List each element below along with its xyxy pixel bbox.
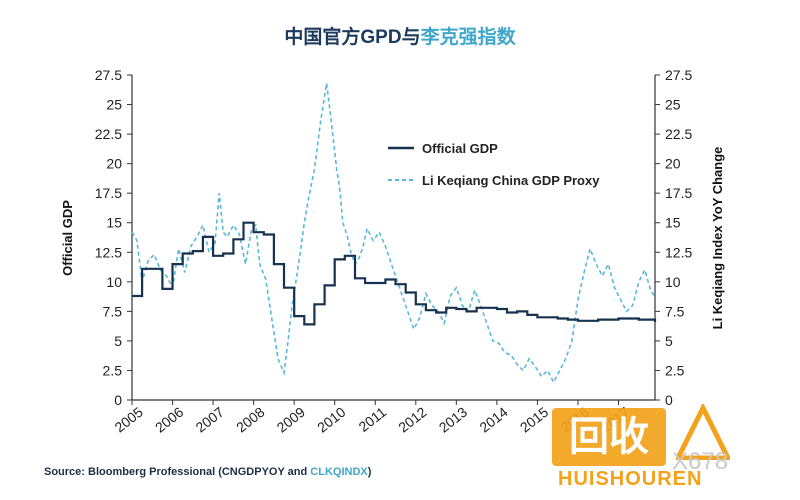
source-highlight: CLKQINDX (310, 466, 368, 478)
y-tick-label-right: 15 (665, 215, 681, 231)
y-tick-label-right: 10 (665, 274, 681, 290)
y-tick-label-right: 20 (665, 156, 681, 172)
x-tick-label: 2013 (436, 404, 471, 436)
legend-label-proxy: Li Keqiang China GDP Proxy (422, 173, 600, 188)
x-tick-label: 2014 (476, 404, 511, 436)
x-tick-label: 2008 (233, 404, 268, 436)
y-tick-label-left: 2.5 (103, 362, 123, 378)
x-tick-label: 2006 (152, 404, 187, 436)
series-layer (131, 83, 657, 385)
y-tick-label-left: 5 (114, 333, 122, 349)
y-tick-label-left: 12.5 (95, 244, 122, 260)
chart-title: 中国官方GPD与李克强指数 (0, 22, 800, 49)
tick-labels-layer: 0 0 2.5 2.5 5 5 7.5 7.5 10 10 12.5 12.5 15 15 17.5 17.5… (95, 67, 693, 436)
y-tick-label-right: 0 (665, 392, 673, 408)
y-tick-label-right: 22.5 (665, 126, 692, 142)
axes-layer (127, 74, 660, 405)
title-accent: 李克强指数 (420, 27, 516, 48)
legend-label-official: Official GDP (422, 141, 498, 156)
y-axis-label-left: Official GDP (60, 200, 75, 276)
x-tick-label: 2010 (314, 404, 349, 436)
x-tick-label: 2007 (193, 404, 228, 436)
y-tick-label-right: 25 (665, 97, 681, 113)
y-tick-label-left: 20 (106, 156, 122, 172)
y-tick-label-left: 27.5 (95, 67, 122, 83)
x-tick-label: 2012 (395, 404, 430, 436)
y-tick-label-right: 27.5 (665, 67, 692, 83)
y-tick-label-right: 7.5 (665, 303, 685, 319)
y-tick-label-right: 2.5 (665, 362, 685, 378)
x-tick-label: 2009 (274, 404, 309, 436)
y-tick-label-left: 17.5 (95, 185, 122, 201)
title-main: 中国官方GPD与 (284, 27, 421, 48)
series-line-li-keqiang-proxy (131, 83, 656, 385)
y-tick-label-left: 25 (106, 97, 122, 113)
watermark-logo: 回收 (552, 408, 666, 466)
y-tick-label-right: 17.5 (665, 185, 692, 201)
watermark-triangle-icon (676, 404, 730, 460)
source-note: Source: Bloomberg Professional (CNGDPYOY… (44, 466, 371, 478)
x-tick-label: 2011 (356, 404, 390, 435)
watermark-brand: HUISHOUREN (558, 468, 703, 490)
series-line-official-gdp (132, 221, 657, 326)
x-tick-label: 2015 (517, 404, 552, 436)
watermark-number: X678 (672, 448, 729, 475)
source-suffix: ) (367, 466, 372, 478)
y-tick-label-left: 10 (106, 274, 122, 290)
y-axis-label-right: Li Keqiang Index YoY Change (710, 147, 725, 330)
source-prefix: Source: Bloomberg Professional (CNGDPYOY… (44, 466, 311, 478)
y-tick-label-left: 22.5 (95, 126, 122, 142)
y-tick-label-left: 0 (114, 392, 122, 408)
y-tick-label-left: 7.5 (103, 303, 123, 319)
legend: Official GDP Li Keqiang China GDP Proxy (388, 141, 600, 188)
x-tick-label: 2005 (111, 404, 146, 436)
y-tick-label-right: 5 (665, 333, 673, 349)
y-tick-label-left: 15 (106, 215, 122, 231)
y-tick-label-right: 12.5 (665, 244, 692, 260)
